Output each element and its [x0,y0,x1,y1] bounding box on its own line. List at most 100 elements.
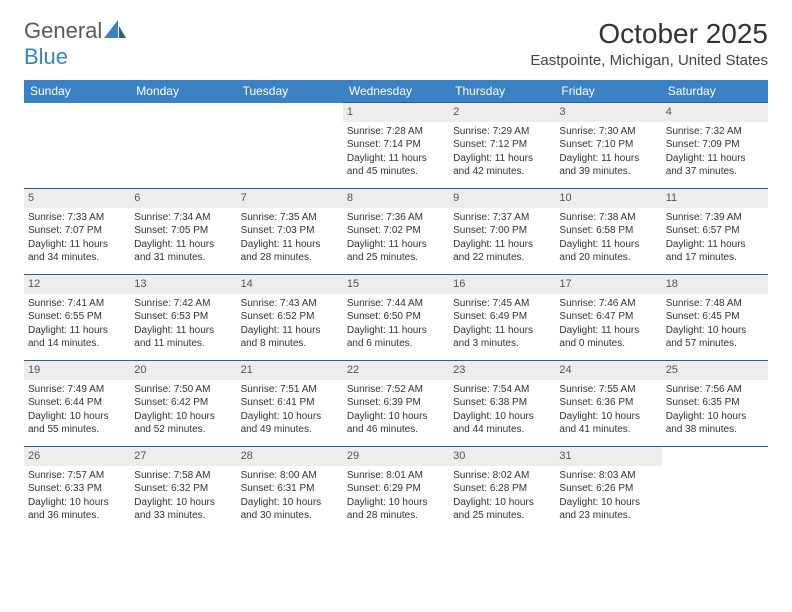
calendar-cell: 16Sunrise: 7:45 AMSunset: 6:49 PMDayligh… [449,275,555,361]
daylight-line: Daylight: 10 hours [28,496,126,510]
daylight-line: Daylight: 10 hours [28,410,126,424]
sunrise-line: Sunrise: 7:42 AM [134,297,232,311]
calendar-cell: 21Sunrise: 7:51 AMSunset: 6:41 PMDayligh… [237,361,343,447]
sunset-line: Sunset: 6:55 PM [28,310,126,324]
day-number: 11 [662,189,768,208]
daylight-line: Daylight: 10 hours [666,324,764,338]
sunset-line: Sunset: 6:39 PM [347,396,445,410]
daylight-line: and 25 minutes. [453,509,551,523]
daylight-line: Daylight: 10 hours [559,496,657,510]
sunrise-line: Sunrise: 7:28 AM [347,125,445,139]
calendar-cell: 7Sunrise: 7:35 AMSunset: 7:03 PMDaylight… [237,189,343,275]
logo-part2: Blue [24,44,68,69]
header: General Blue October 2025 Eastpointe, Mi… [24,18,768,70]
title-block: October 2025 Eastpointe, Michigan, Unite… [530,18,768,69]
daylight-line: and 34 minutes. [28,251,126,265]
sunset-line: Sunset: 6:47 PM [559,310,657,324]
sunset-line: Sunset: 6:45 PM [666,310,764,324]
day-number: 16 [449,275,555,294]
calendar-cell: 13Sunrise: 7:42 AMSunset: 6:53 PMDayligh… [130,275,236,361]
daylight-line: Daylight: 10 hours [134,410,232,424]
calendar-cell: 4 Sunrise: 7:32 AMSunset: 7:09 PMDaylight… [662,103,768,189]
daylight-line: and 36 minutes. [28,509,126,523]
day-number: 4 [662,103,768,122]
day-number: 30 [449,447,555,466]
sunrise-line: Sunrise: 7:34 AM [134,211,232,225]
day-number: 21 [237,361,343,380]
daylight-line: Daylight: 10 hours [453,496,551,510]
daylight-line: Daylight: 10 hours [347,496,445,510]
sunset-line: Sunset: 6:29 PM [347,482,445,496]
daylight-line: Daylight: 10 hours [347,410,445,424]
daylight-line: and 11 minutes. [134,337,232,351]
day-number: 29 [343,447,449,466]
daylight-line: Daylight: 11 hours [134,238,232,252]
calendar-cell [662,447,768,533]
daylight-line: and 57 minutes. [666,337,764,351]
logo-part1: General [24,18,102,43]
calendar-cell: 5Sunrise: 7:33 AMSunset: 7:07 PMDaylight… [24,189,130,275]
calendar-cell [130,103,236,189]
sunset-line: Sunset: 6:42 PM [134,396,232,410]
daylight-line: and 28 minutes. [241,251,339,265]
sunset-line: Sunset: 7:09 PM [666,138,764,152]
location: Eastpointe, Michigan, United States [530,52,768,69]
sunrise-line: Sunrise: 7:50 AM [134,383,232,397]
calendar-cell: 9Sunrise: 7:37 AMSunset: 7:00 PMDaylight… [449,189,555,275]
sunset-line: Sunset: 6:52 PM [241,310,339,324]
daylight-line: and 0 minutes. [559,337,657,351]
daylight-line: Daylight: 10 hours [134,496,232,510]
logo: General Blue [24,18,126,70]
day-number: 18 [662,275,768,294]
day-number: 8 [343,189,449,208]
daylight-line: and 52 minutes. [134,423,232,437]
logo-text: General Blue [24,18,126,70]
sunrise-line: Sunrise: 7:56 AM [666,383,764,397]
sunset-line: Sunset: 6:32 PM [134,482,232,496]
daylight-line: and 39 minutes. [559,165,657,179]
daylight-line: Daylight: 10 hours [559,410,657,424]
sunrise-line: Sunrise: 7:51 AM [241,383,339,397]
sunrise-line: Sunrise: 7:52 AM [347,383,445,397]
sunset-line: Sunset: 6:50 PM [347,310,445,324]
sunrise-line: Sunrise: 7:55 AM [559,383,657,397]
daylight-line: Daylight: 11 hours [453,152,551,166]
sunset-line: Sunset: 7:03 PM [241,224,339,238]
day-number: 5 [24,189,130,208]
sunrise-line: Sunrise: 7:32 AM [666,125,764,139]
calendar-cell [24,103,130,189]
daylight-line: and 45 minutes. [347,165,445,179]
day-number: 9 [449,189,555,208]
calendar-cell: 24Sunrise: 7:55 AMSunset: 6:36 PMDayligh… [555,361,661,447]
calendar-cell: 31Sunrise: 8:03 AMSunset: 6:26 PMDayligh… [555,447,661,533]
sunset-line: Sunset: 7:10 PM [559,138,657,152]
calendar-week: 5Sunrise: 7:33 AMSunset: 7:07 PMDaylight… [24,189,768,275]
day-number: 10 [555,189,661,208]
daylight-line: Daylight: 11 hours [134,324,232,338]
calendar-week: 1Sunrise: 7:28 AMSunset: 7:14 PMDaylight… [24,103,768,189]
sunrise-line: Sunrise: 7:45 AM [453,297,551,311]
calendar-week: 26Sunrise: 7:57 AMSunset: 6:33 PMDayligh… [24,447,768,533]
sunset-line: Sunset: 6:35 PM [666,396,764,410]
daylight-line: and 25 minutes. [347,251,445,265]
daylight-line: Daylight: 11 hours [347,152,445,166]
sunrise-line: Sunrise: 7:57 AM [28,469,126,483]
daylight-line: and 30 minutes. [241,509,339,523]
calendar-cell: 6Sunrise: 7:34 AMSunset: 7:05 PMDaylight… [130,189,236,275]
day-number: 7 [237,189,343,208]
calendar-body: 1Sunrise: 7:28 AMSunset: 7:14 PMDaylight… [24,103,768,533]
daylight-line: Daylight: 11 hours [666,152,764,166]
calendar-cell: 14Sunrise: 7:43 AMSunset: 6:52 PMDayligh… [237,275,343,361]
daylight-line: and 28 minutes. [347,509,445,523]
day-number: 12 [24,275,130,294]
calendar-cell: 19Sunrise: 7:49 AMSunset: 6:44 PMDayligh… [24,361,130,447]
calendar-cell: 20Sunrise: 7:50 AMSunset: 6:42 PMDayligh… [130,361,236,447]
sunrise-line: Sunrise: 7:30 AM [559,125,657,139]
daylight-line: Daylight: 10 hours [241,410,339,424]
weekday-sat: Saturday [662,80,768,103]
sunrise-line: Sunrise: 7:37 AM [453,211,551,225]
daylight-line: and 33 minutes. [134,509,232,523]
daylight-line: and 23 minutes. [559,509,657,523]
daylight-line: Daylight: 11 hours [241,238,339,252]
daylight-line: Daylight: 10 hours [666,410,764,424]
